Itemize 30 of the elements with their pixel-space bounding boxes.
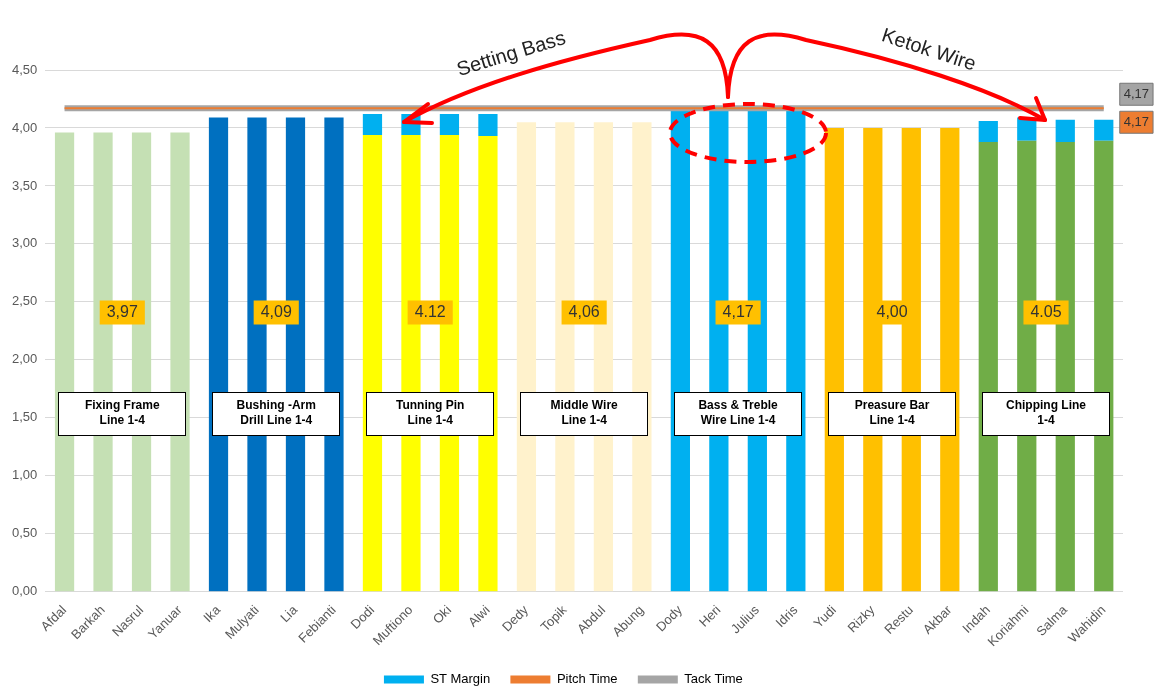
x-tick-label: Yudi bbox=[810, 602, 840, 631]
y-tick-label: 1,00 bbox=[11, 467, 38, 483]
y-tick-label: 4,50 bbox=[11, 61, 38, 77]
annotation: 3,97 bbox=[106, 303, 138, 320]
y-tick-label: 3,00 bbox=[11, 235, 38, 251]
annotation: 4,00 bbox=[876, 303, 908, 320]
legend-label: ST Margin bbox=[430, 671, 491, 687]
annotation: 4.12 bbox=[414, 303, 446, 320]
x-tick-label: Oki bbox=[429, 602, 455, 627]
annotation: Setting Bass bbox=[454, 26, 569, 81]
annotation: Ketok Wire bbox=[878, 23, 979, 76]
y-tick-label: 1,50 bbox=[11, 409, 38, 425]
x-tick-label: Ika bbox=[200, 601, 224, 626]
annotation: 4,09 bbox=[260, 303, 292, 320]
y-tick-label: 0,50 bbox=[11, 525, 38, 541]
data-label: 4,17 bbox=[1123, 113, 1150, 129]
y-tick-label: 3,50 bbox=[11, 177, 38, 193]
x-tick-label: Heri bbox=[696, 602, 724, 630]
y-tick-label: 4,00 bbox=[11, 119, 38, 135]
data-label: 4,17 bbox=[1123, 85, 1150, 101]
annotation: 4.05 bbox=[1030, 303, 1062, 320]
x-tick-label: Idris bbox=[772, 601, 801, 631]
y-tick-label: 2,50 bbox=[11, 293, 38, 309]
y-tick-label: 2,00 bbox=[11, 351, 38, 367]
y-tick-label: 0,00 bbox=[11, 583, 38, 599]
legend-label: Pitch Time bbox=[556, 671, 618, 687]
legend-label: Tack Time bbox=[684, 671, 743, 687]
annotation: 4,17 bbox=[722, 303, 754, 320]
x-tick-label: Lia bbox=[277, 601, 301, 626]
annotation: 4,06 bbox=[568, 303, 600, 320]
